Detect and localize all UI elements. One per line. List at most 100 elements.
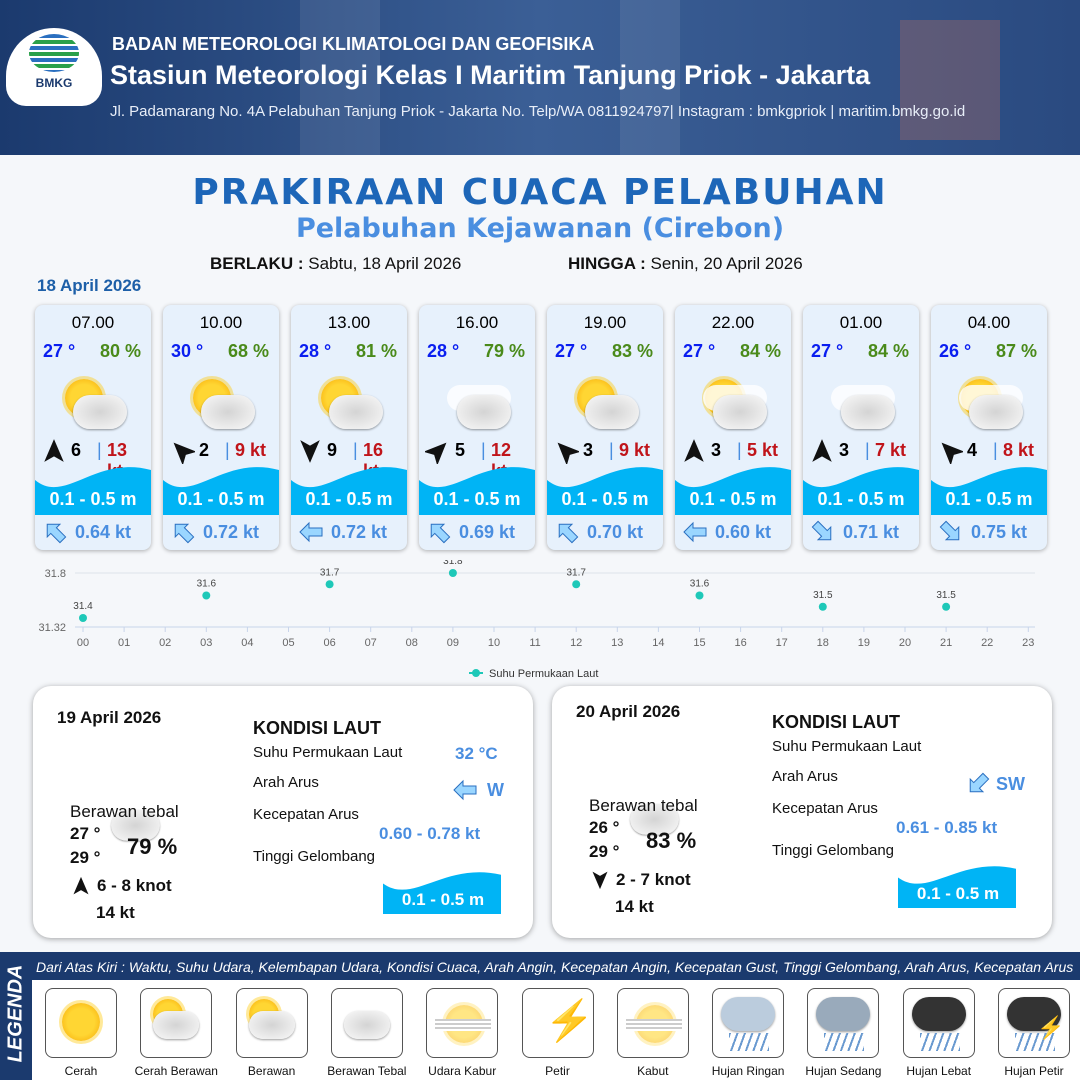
weather-icon-berawan-tebal [447, 375, 513, 435]
forecast-card: 16.00 28 ° 79 % 5|12 kt 0.1 - 0.5 m 0.69… [419, 305, 535, 550]
sst-label: Suhu Permukaan Laut [772, 738, 922, 755]
wave-icon [931, 467, 1047, 515]
panel-temp-max: 29 ° [70, 848, 101, 867]
current-speed: 0.60 kt [715, 522, 772, 542]
wave-icon [803, 467, 919, 515]
card-current: 0.72 kt [299, 520, 403, 544]
legend-icon-udara-kabur [426, 988, 499, 1058]
card-humidity: 83 % [611, 341, 653, 361]
wind-gust: 9 kt [235, 440, 267, 460]
legend-title: LEGENDA [4, 964, 27, 1063]
card-humidity: 81 % [355, 341, 397, 361]
card-time: 13.00 [327, 313, 371, 332]
wave-icon [35, 467, 151, 515]
valid-from: BERLAKU : Sabtu, 18 April 2026 [210, 254, 462, 273]
wave-height-label: Tinggi Gelombang [772, 842, 895, 859]
svg-text:Suhu Permukaan Laut: Suhu Permukaan Laut [489, 668, 598, 680]
data-point [572, 580, 581, 589]
legend-label: Udara Kabur [428, 1064, 497, 1078]
weather-icon-berawan-tebal [621, 786, 680, 840]
weather-icon-cerah-berawan [191, 375, 257, 435]
legend-label: Cerah Berawan [134, 1064, 218, 1078]
wind-speed: 5 [455, 440, 466, 460]
card-temperature: 27 ° [811, 341, 844, 361]
wave-icon [291, 467, 407, 515]
card-wind: 2 | 9 kt [169, 438, 273, 464]
card-humidity: 80 % [99, 341, 141, 361]
org-name: BADAN METEOROLOGI KLIMATOLOGI DAN GEOFIS… [112, 34, 595, 54]
current-speed: 0.69 kt [459, 522, 516, 542]
current-speed-value: 0.61 - 0.85 kt [896, 818, 998, 837]
data-label: 31.6 [197, 579, 217, 590]
wave-height: 0.1 - 0.5 m [945, 489, 1033, 509]
wind-direction-icon [173, 442, 195, 464]
legend-label: Hujan Lebat [906, 1064, 972, 1078]
card-humidity: 87 % [995, 341, 1037, 361]
current-speed: 0.70 kt [587, 522, 644, 542]
forecast-card: 04.00 26 ° 87 % 4 | 8 kt 0.1 - 0.5 m 0.75 … [931, 305, 1047, 550]
card-time: 16.00 [455, 313, 499, 332]
panel-temp-min: 26 ° [589, 818, 620, 837]
legend-label: Hujan Sedang [805, 1064, 882, 1078]
wave-icon [547, 467, 663, 515]
current-direction-icon [299, 521, 323, 543]
wind-direction-icon [557, 442, 579, 464]
x-tick: 16 [734, 637, 746, 649]
card-current: 0.64 kt [43, 520, 147, 544]
data-label: 31.8 [443, 560, 463, 567]
x-tick: 04 [241, 637, 253, 649]
card-time: 01.00 [839, 313, 883, 332]
card-current: 0.60 kt [683, 520, 787, 544]
card-temperature: 26 ° [939, 341, 972, 361]
data-label: 31.7 [320, 567, 340, 578]
forecast-card: 07.00 27 ° 80 % 6|13 kt 0.1 - 0.5 m 0.64… [35, 305, 151, 550]
panel-wave-height: 0.1 - 0.5 m [401, 890, 485, 909]
card-humidity: 84 % [739, 341, 781, 361]
x-tick: 13 [611, 637, 623, 649]
chart-legend[interactable]: Suhu Permukaan Laut [469, 668, 598, 680]
wave-height: 0.1 - 0.5 m [817, 489, 905, 509]
current-speed-label: Kecepatan Arus [253, 806, 359, 823]
legend-icon-berawan [235, 988, 308, 1058]
weather-icon-berawan-tebal [102, 792, 161, 846]
x-tick: 17 [776, 637, 788, 649]
current-direction-value: W [487, 780, 504, 800]
wind-speed: 2 [199, 440, 210, 460]
wave-icon [163, 467, 279, 515]
wind-direction-icon [44, 439, 64, 462]
weather-icon-berawan-tebal [831, 375, 897, 435]
panel-wind: 6 - 8 knot [97, 876, 172, 895]
card-current: 0.72 kt [171, 520, 275, 544]
x-tick: 09 [447, 637, 459, 649]
x-tick: 15 [693, 637, 705, 649]
current-speed: 0.72 kt [331, 522, 388, 542]
x-tick: 14 [652, 637, 664, 649]
panel-date: 20 April 2026 [576, 702, 681, 721]
card-wind: 3 | 7 kt [809, 438, 913, 462]
wind-gust: 5 kt [747, 440, 779, 460]
station-address: Jl. Padamarang No. 4A Pelabuhan Tanjung … [110, 103, 966, 120]
current-direction-icon [174, 523, 195, 544]
x-tick: 10 [488, 637, 500, 649]
card-time: 04.00 [967, 313, 1011, 332]
panel-temp-max: 29 ° [589, 842, 620, 861]
station-name: Stasiun Meteorologi Kelas I Maritim Tanj… [110, 60, 871, 90]
x-tick: 12 [570, 637, 582, 649]
panel-gust: 14 kt [96, 903, 135, 922]
x-tick: 01 [118, 637, 130, 649]
current-direction-value: SW [996, 774, 1025, 794]
panel-weather: Berawan tebal [589, 796, 698, 815]
legend: LEGENDA Dari Atas Kiri : Waktu, Suhu Uda… [0, 952, 1080, 1080]
wave-height: 0.1 - 0.5 m [177, 489, 265, 509]
page-title: PRAKIRAAN CUACA PELABUHAN [192, 172, 888, 213]
card-wind: 5|12 kt [425, 438, 529, 481]
bmkg-logo: BMKG [6, 28, 102, 106]
x-tick: 23 [1022, 637, 1034, 649]
panel-humidity: 83 % [646, 828, 697, 853]
wave-icon [898, 866, 1016, 908]
legend-label: Berawan [247, 1064, 296, 1078]
legend-icon-kabut [616, 988, 689, 1058]
wind-speed: 4 [967, 440, 978, 460]
wave-height: 0.1 - 0.5 m [49, 489, 137, 509]
card-time: 19.00 [583, 313, 627, 332]
